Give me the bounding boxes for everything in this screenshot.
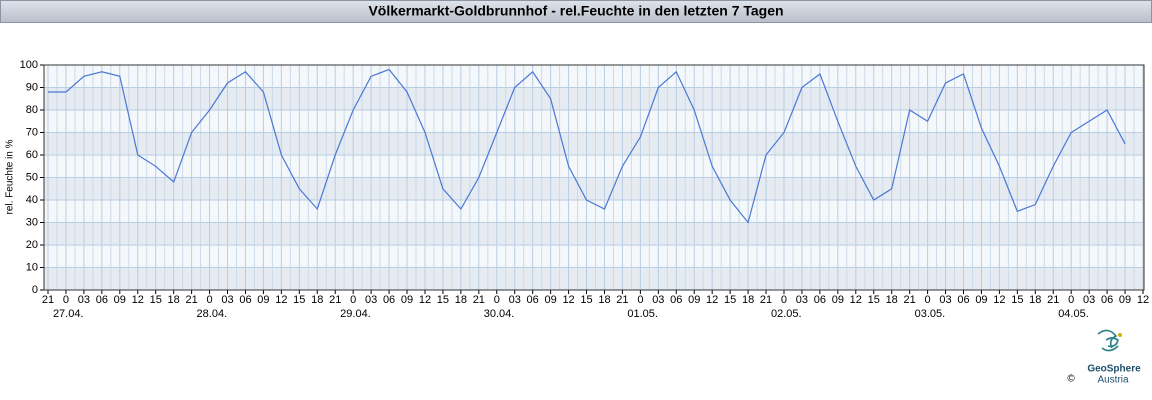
x-tick-label: 03 xyxy=(78,294,90,306)
plot-area: 21 0 27.04. 03 06 09 12 15 18 21 0 28.04. 03 06 09 12 15… xyxy=(20,59,1149,320)
x-tick-label: 18 xyxy=(311,294,323,306)
x-tick-label: 09 xyxy=(975,294,987,306)
date-label: 03.05. xyxy=(915,308,946,320)
x-tick-label: 15 xyxy=(580,294,592,306)
y-tick-label: 90 xyxy=(26,81,38,93)
x-tick-label: 06 xyxy=(670,294,682,306)
y-tick-label: 50 xyxy=(26,171,38,183)
y-tick-label: 100 xyxy=(20,59,38,71)
x-tick-label: 12 xyxy=(275,294,287,306)
x-tick-label: 12 xyxy=(993,294,1005,306)
x-tick-label: 06 xyxy=(527,294,539,306)
date-label: 28.04. xyxy=(197,308,228,320)
x-tick-label: 0 xyxy=(63,294,69,306)
x-tick-label: 03 xyxy=(796,294,808,306)
x-tick-label: 09 xyxy=(257,294,269,306)
y-tick-label: 0 xyxy=(32,284,38,296)
x-tick-label: 21 xyxy=(1047,294,1059,306)
x-tick-label: 21 xyxy=(473,294,485,306)
y-tick-label: 40 xyxy=(26,194,38,206)
x-tick-label: 15 xyxy=(293,294,305,306)
band xyxy=(44,222,1144,245)
x-tick-label: 21 xyxy=(329,294,341,306)
x-tick-label: 21 xyxy=(185,294,197,306)
x-tick-label: 12 xyxy=(850,294,862,306)
x-tick-label: 12 xyxy=(419,294,431,306)
x-tick-label: 15 xyxy=(437,294,449,306)
x-tick-label: 15 xyxy=(1011,294,1023,306)
x-tick-label: 06 xyxy=(814,294,826,306)
y-tick-label: 60 xyxy=(26,149,38,161)
x-tick-label: 06 xyxy=(383,294,395,306)
x-tick-label: 06 xyxy=(96,294,108,306)
x-tick-label: 18 xyxy=(742,294,754,306)
x-tick-label: 03 xyxy=(509,294,521,306)
band xyxy=(44,177,1144,200)
x-tick-label: 12 xyxy=(132,294,144,306)
x-tick-label: 09 xyxy=(832,294,844,306)
x-tick-label: 09 xyxy=(1119,294,1131,306)
x-tick-label: 03 xyxy=(652,294,664,306)
x-tick-label: 09 xyxy=(688,294,700,306)
date-label: 04.05. xyxy=(1058,308,1089,320)
x-tick-label: 21 xyxy=(760,294,772,306)
x-tick-label: 18 xyxy=(598,294,610,306)
x-tick-label: 0 xyxy=(925,294,931,306)
x-tick-label: 0 xyxy=(494,294,500,306)
x-tick-label: 0 xyxy=(1068,294,1074,306)
x-tick-label: 0 xyxy=(781,294,787,306)
x-tick-label: 18 xyxy=(886,294,898,306)
x-tick-label: 06 xyxy=(957,294,969,306)
x-tick-label: 15 xyxy=(150,294,162,306)
plot-frame xyxy=(43,64,1145,291)
x-tick-label: 18 xyxy=(1029,294,1041,306)
x-tick-label: 03 xyxy=(939,294,951,306)
x-tick-label: 15 xyxy=(724,294,736,306)
x-tick-label: 0 xyxy=(206,294,212,306)
date-label: 30.04. xyxy=(484,308,515,320)
band xyxy=(44,267,1144,290)
x-tick-label: 18 xyxy=(168,294,180,306)
x-tick-label: 03 xyxy=(365,294,377,306)
copyright: © xyxy=(1067,374,1075,385)
x-tick-label: 09 xyxy=(544,294,556,306)
x-tick-label: 12 xyxy=(706,294,718,306)
logo-sub: Austria xyxy=(1097,375,1129,386)
logo-name: GeoSphere xyxy=(1087,364,1141,375)
x-tick-label: 03 xyxy=(1083,294,1095,306)
y-tick-label: 10 xyxy=(26,261,38,273)
x-tick-label: 12 xyxy=(562,294,574,306)
x-tick-label: 06 xyxy=(239,294,251,306)
band xyxy=(44,132,1144,155)
x-tick-label: 12 xyxy=(1137,294,1149,306)
x-tick-label: 21 xyxy=(904,294,916,306)
logo: GeoSphere Austria © xyxy=(1067,329,1141,386)
x-tick-label: 0 xyxy=(637,294,643,306)
x-tick-label: 06 xyxy=(1101,294,1113,306)
y-tick-label: 30 xyxy=(26,216,38,228)
x-tick-label: 21 xyxy=(42,294,54,306)
date-label: 29.04. xyxy=(340,308,371,320)
x-tick-label: 09 xyxy=(401,294,413,306)
date-label: 27.04. xyxy=(53,308,84,320)
x-tick-label: 0 xyxy=(350,294,356,306)
x-tick-label: 09 xyxy=(114,294,126,306)
humidity-line xyxy=(48,68,1126,224)
x-tick-label: 18 xyxy=(455,294,467,306)
x-tick-label: 15 xyxy=(868,294,880,306)
chart-title: Völkermarkt-Goldbrunnhof - rel.Feuchte i… xyxy=(368,3,783,19)
x-tick-label: 03 xyxy=(221,294,233,306)
y-tick-label: 20 xyxy=(26,239,38,251)
y-tick-label: 80 xyxy=(26,104,38,116)
date-label: 02.05. xyxy=(771,308,802,320)
y-axis-label: rel. Feuchte in % xyxy=(5,139,16,214)
date-label: 01.05. xyxy=(627,308,658,320)
y-tick-label: 70 xyxy=(26,126,38,138)
x-tick-label: 21 xyxy=(616,294,628,306)
band xyxy=(44,87,1144,110)
